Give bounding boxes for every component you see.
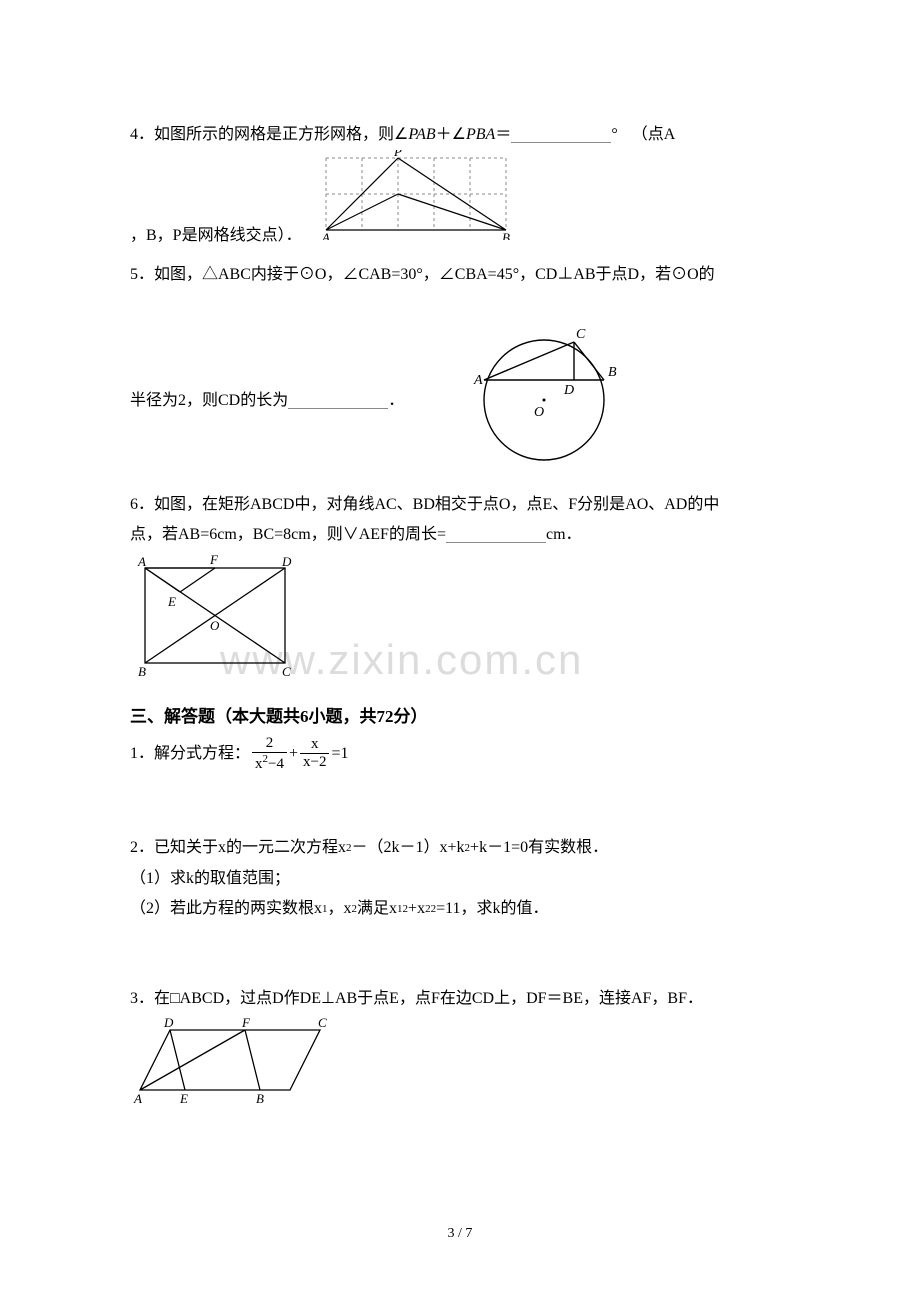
p2-l1c: +k－1=0有实数根． [470,833,608,863]
svg-text:A: A [137,554,146,569]
svg-text:D: D [563,383,574,398]
p2-s2d: +x [408,894,425,924]
svg-text:A: A [133,1091,142,1105]
svg-text:B: B [608,365,617,380]
q4-line2: ，B，P是网格线交点）． [130,221,302,251]
question-6: 6．如图，在矩形ABCD中，对角线AC、BD相交于点O，点E、F分别是AO、AD… [130,490,790,692]
q5-figure: A B C D O [454,320,634,481]
svg-text:A: A [473,373,483,388]
svg-text:D: D [163,1015,174,1030]
q6-figure: A D B C F E O [130,550,300,691]
q4-angle2: ∠PBA [452,120,496,150]
q6-blank [446,527,546,543]
p1-frac1: 2 x2−4 [252,735,287,774]
q4-suffix-open: （点A [632,120,676,150]
q5-blank [288,393,388,409]
svg-text:O: O [534,405,544,420]
p3-line1: 3．在□ABCD，过点D作DE⊥AB于点E，点F在边CD上，DF＝BE，连接AF… [130,984,703,1014]
question-4: 4．如图所示的网格是正方形网格，则 ∠PAB ＋ ∠PBA ＝ ° （点A ，B… [130,120,790,252]
p2-s2e: =11，求k的值． [436,894,548,924]
p2-s2c: 满足x [357,894,397,924]
svg-text:E: E [179,1091,188,1105]
problem-3: 3．在□ABCD，过点D作DE⊥AB于点E，点F在边CD上，DF＝BE，连接AF… [130,984,790,1116]
p1-eq: =1 [331,739,348,769]
svg-text:F: F [209,552,219,567]
svg-text:E: E [167,594,176,609]
p1-plus: + [289,739,298,769]
q4-degree: ° [611,120,617,150]
p2-s2b: ，x [328,894,352,924]
svg-text:C: C [318,1015,327,1030]
svg-text:C: C [576,327,586,342]
q4-figure: P A B [314,150,524,251]
svg-text:P: P [393,150,402,159]
p2-sub1: （1）求k的取值范围； [130,864,290,894]
svg-text:O: O [210,618,220,633]
q6-unit: cm． [546,520,582,550]
svg-text:B: B [502,230,510,240]
svg-text:F: F [241,1015,251,1030]
q4-prefix: 4．如图所示的网格是正方形网格，则 [130,120,394,150]
p3-figure: D F C A E B [130,1015,330,1116]
q4-plus: ＋ [436,120,452,150]
svg-text:B: B [256,1091,264,1105]
p1-frac2: x x−2 [300,736,329,772]
question-5: 5．如图，△ABC内接于⊙O，∠CAB=30°，∠CBA=45°，CD⊥AB于点… [130,260,790,482]
page-number: 3 / 7 [0,1226,920,1242]
p2-s2a: （2）若此方程的两实数根x [130,894,322,924]
q4-eq: ＝ [495,120,511,150]
q5-period: ． [388,386,404,416]
p2-l1a: 2．已知关于x的一元二次方程x [130,833,346,863]
q4-angle1: ∠PAB [394,120,436,150]
q4-blank [511,127,611,143]
q5-line2-prefix: 半径为2，则CD的长为 [130,386,288,416]
problem-1: 1．解分式方程： 2 x2−4 + x x−2 =1 [130,735,790,774]
svg-text:C: C [282,664,291,679]
svg-text:B: B [138,664,146,679]
section-3-title: 三、解答题（本大题共6小题，共72分） [130,702,790,727]
q6-line2-prefix: 点，若AB=6cm，BC=8cm，则∨AEF的周长= [130,520,446,550]
svg-text:D: D [281,554,292,569]
problem-2: 2．已知关于x的一元二次方程x 2 －（2k－1）x+k 2 +k－1=0有实数… [130,833,790,924]
p2-l1b: －（2k－1）x+k [352,833,465,863]
p1-prefix: 1．解分式方程： [130,739,250,769]
svg-text:A: A [321,230,330,240]
q5-line1: 5．如图，△ABC内接于⊙O，∠CAB=30°，∠CBA=45°，CD⊥AB于点… [130,260,715,290]
q6-line1: 6．如图，在矩形ABCD中，对角线AC、BD相交于点O，点E、F分别是AO、AD… [130,490,719,520]
